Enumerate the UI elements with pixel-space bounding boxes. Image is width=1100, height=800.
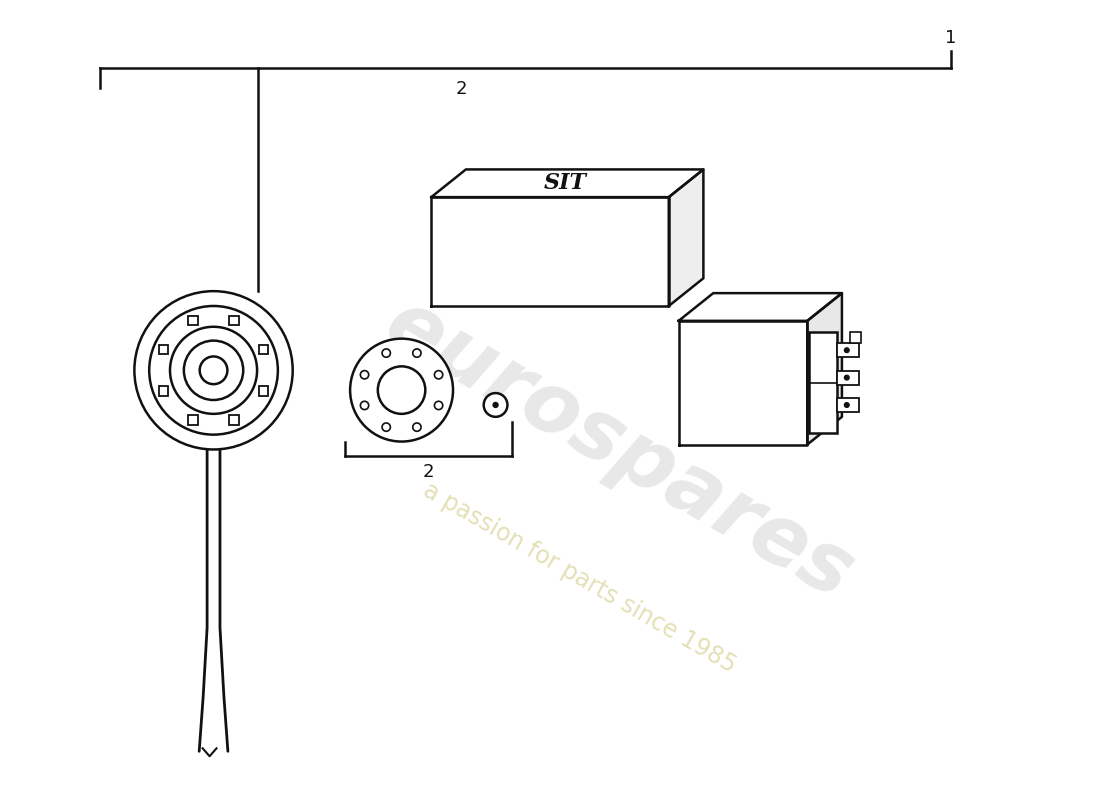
Text: 1: 1 [945,29,957,46]
Circle shape [377,366,426,414]
Bar [850,332,861,343]
Polygon shape [807,293,842,445]
Circle shape [170,326,257,414]
Circle shape [184,341,243,400]
Bar [188,316,198,325]
Polygon shape [679,321,807,445]
Bar [160,386,168,396]
Circle shape [434,370,442,379]
Polygon shape [431,197,669,306]
Circle shape [150,306,278,434]
Circle shape [134,291,293,450]
Circle shape [350,338,453,442]
Circle shape [361,370,368,379]
Bar [160,345,168,354]
Circle shape [382,423,390,431]
Circle shape [434,402,442,410]
Bar [230,316,239,325]
Circle shape [493,402,498,407]
Circle shape [200,357,228,384]
Polygon shape [679,293,842,321]
Circle shape [382,349,390,358]
Polygon shape [431,170,703,197]
Bar [810,332,837,434]
Text: SIT: SIT [544,172,587,194]
Bar [837,343,859,357]
Bar [188,415,198,425]
Circle shape [412,349,421,358]
Bar [258,345,268,354]
Text: eurospares: eurospares [371,282,868,616]
Circle shape [484,393,507,417]
Text: a passion for parts since 1985: a passion for parts since 1985 [419,478,740,678]
Text: 2: 2 [424,463,434,482]
Circle shape [412,423,421,431]
Polygon shape [669,170,703,306]
Text: 2: 2 [455,80,466,98]
Circle shape [361,402,368,410]
Bar [230,415,239,425]
Bar [837,398,859,412]
Circle shape [845,348,849,353]
Bar [837,370,859,385]
Circle shape [845,402,849,407]
Circle shape [845,375,849,380]
Bar [258,386,268,396]
